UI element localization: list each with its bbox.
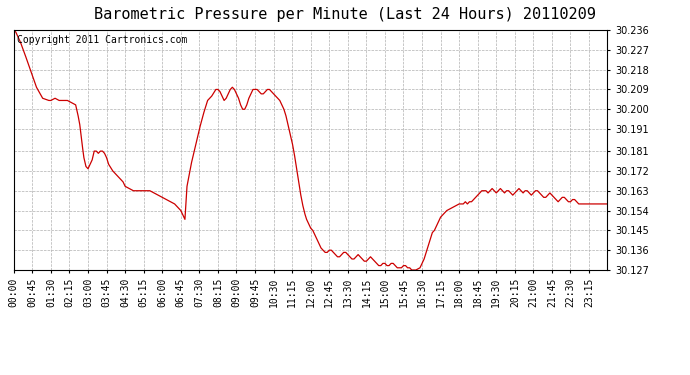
Text: Barometric Pressure per Minute (Last 24 Hours) 20110209: Barometric Pressure per Minute (Last 24 …: [94, 8, 596, 22]
Text: Copyright 2011 Cartronics.com: Copyright 2011 Cartronics.com: [17, 35, 187, 45]
